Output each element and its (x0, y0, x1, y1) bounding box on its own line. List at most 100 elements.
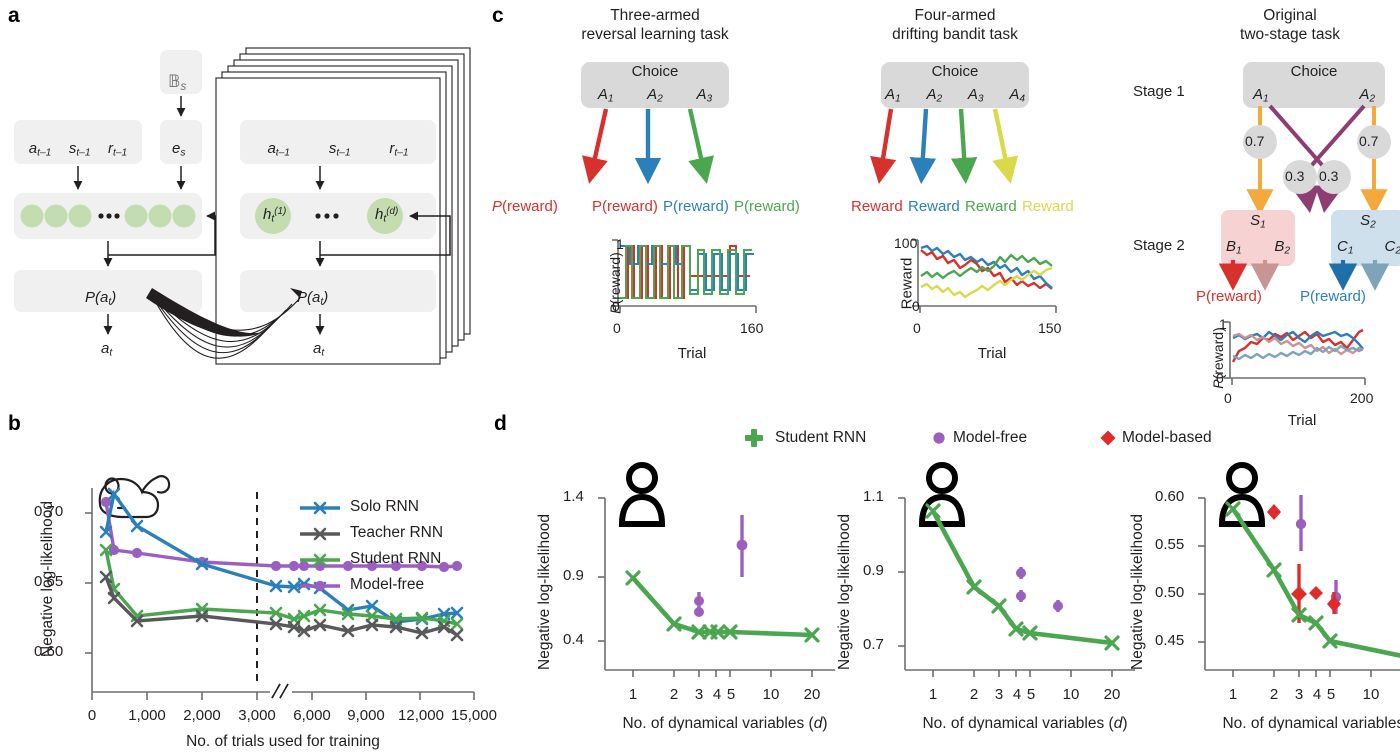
student-input-a: at–1 (267, 140, 290, 159)
d3-xlabel: No. of dynamical variables (d) (1222, 715, 1400, 732)
d1-xtick-1: 1 (628, 686, 638, 703)
legend-marker-model-based (1100, 430, 1116, 446)
task-2-xlabel: Trial (977, 345, 1007, 362)
stage2-S1-actions: B1 B2 (1226, 238, 1290, 257)
d3-ytick-0: 0.60 (1155, 488, 1185, 505)
task-2-outcome-yellow: Reward (1022, 198, 1074, 215)
d2-xtick-2: 2 (969, 686, 979, 703)
d2-ytick-1: 0.9 (863, 562, 884, 579)
d2-xtick-5: 5 (1026, 686, 1036, 703)
legend-label-student-rnn: Student RNN (350, 550, 442, 567)
task-1-ytick-1: 1 (616, 236, 624, 252)
d1-model-free-points (694, 515, 748, 617)
student-action-label: at (313, 340, 325, 359)
panel-b-ytick-0: 0.70 (34, 503, 64, 520)
student-hidden-first-label: ht(1) (263, 206, 287, 225)
d3-model-based-points (1267, 504, 1341, 623)
student-output-label: P(at) (297, 289, 329, 308)
stage-1-label: Stage 1 (1133, 83, 1185, 100)
panel-a-letter: a (8, 4, 20, 27)
d3-ytick-3: 0.45 (1155, 632, 1185, 649)
d1-xtick-20: 20 (803, 686, 821, 703)
student-inputs: at–1 st–1 rt–1 (248, 140, 428, 159)
panel-b-xtick-4: 6,000 (293, 707, 331, 724)
task-3-xtick-200: 200 (1350, 390, 1374, 406)
task-2-title: Four-armed drifting bandit task (892, 7, 1018, 44)
d1-xtick-3: 3 (694, 686, 704, 703)
task-2-xtick-150: 150 (1038, 320, 1062, 336)
task-3-xtick-0: 0 (1224, 390, 1232, 406)
task-3-ylabel: P(reward) (1210, 327, 1226, 389)
task-2-arm-A2: A2 (926, 86, 943, 105)
teacher-hidden-units (20, 204, 196, 228)
d2-ytick-2: 0.7 (863, 636, 884, 653)
legend-marker-model-free (933, 432, 945, 444)
panel-d-legend-label-model-based: Model-based (1122, 429, 1212, 446)
task-2-miniplot (912, 239, 1057, 313)
task-2-arrows (870, 108, 1019, 185)
person-icon (618, 462, 666, 527)
d1-xtick-5: 5 (726, 686, 736, 703)
identity-label: 𝔹s (168, 72, 187, 93)
d2-xlabel: No. of dynamical variables (d) (922, 715, 1128, 732)
action-B1: B1 (1226, 238, 1242, 257)
task-3-stage1-options: A1 A2 (1253, 86, 1375, 105)
task-3-choice-box (1243, 62, 1385, 108)
d2-model-free-points (1016, 567, 1063, 612)
task-2-xtick-0: 0 (913, 320, 921, 336)
panel-d-legend (745, 429, 1116, 447)
d1-xlabel: No. of dynamical variables (d) (622, 715, 828, 732)
task-2-ylabel: Reward (898, 257, 916, 310)
task-1-choice-box (581, 62, 729, 108)
stage2-state-S1-label: S1 (1250, 212, 1266, 231)
action-C1: C1 (1337, 238, 1354, 257)
panel-b-legend (300, 501, 340, 592)
prob-0-7-right: 0.7 (1359, 133, 1379, 149)
panel-b-axes (85, 488, 475, 700)
task-2-arm-A1: A1 (885, 86, 901, 105)
panel-b-ytick-1: 0.65 (34, 573, 64, 590)
panel-b-xtick-5: 9,000 (347, 707, 385, 724)
task-1-ylabel: P(reward) (607, 252, 623, 314)
d3-xtick-2: 2 (1269, 686, 1279, 703)
d3-xtick-4: 4 (1312, 686, 1322, 703)
identity-box (160, 50, 202, 94)
student-hidden-last-label: ht(d) (375, 206, 399, 225)
d3-xtick-3: 3 (1294, 686, 1304, 703)
prob-0-7-left: 0.7 (1245, 133, 1265, 149)
teacher-output-label: P(at) (85, 289, 117, 308)
stage2-S2-actions: C1 C2 (1337, 238, 1400, 257)
task-1-miniplot (612, 239, 757, 313)
prob-0-3-left: 0.3 (1285, 168, 1305, 184)
task-1-arrows (582, 108, 714, 185)
d1-ytick-0: 1.4 (563, 488, 584, 505)
student-input-s: st–1 (328, 140, 351, 159)
d2-xtick-4: 4 (1012, 686, 1022, 703)
panel-d3-chart (1198, 462, 1400, 677)
panel-b-xtick-6: 12,000 (398, 707, 444, 724)
task-2-arms: A1 A2 A3 A4 (885, 86, 1025, 105)
d1-student-rnn-series (625, 570, 820, 643)
legend-label-solo-rnn: Solo RNN (350, 498, 419, 515)
task-1-arm-A3: A3 (696, 86, 713, 105)
task-1-title: Three-armed reversal learning task (581, 7, 729, 44)
panel-b-xtick-2: 2,000 (183, 707, 221, 724)
panel-d2-chart (898, 462, 1135, 677)
panel-d-legend-label-student-rnn: Student RNN (775, 429, 867, 446)
task-2-outcome-green: Reward (965, 198, 1017, 215)
panel-b-ylabel: Negative log-likelihood (39, 501, 56, 657)
task-1-arms: A1 A2 A3 (581, 86, 729, 105)
panel-b-xtick-0: 0 (87, 707, 97, 724)
task-3-outcome-left: P(reward) (1196, 288, 1262, 305)
d2-student-rnn-series (925, 503, 1120, 651)
task-3-option-A2: A2 (1359, 86, 1375, 105)
task-1-outcome-green: P(reward) (734, 198, 800, 215)
action-C2: C2 (1384, 238, 1400, 257)
panel-b-xtick-7: 15,000 (451, 707, 497, 724)
student-input-box (240, 120, 436, 164)
teacher-embed-label: es (172, 140, 186, 159)
task-3-stage2-arrows (1218, 260, 1390, 291)
d2-xtick-3: 3 (994, 686, 1004, 703)
task-3-ytick-1: 1 (1219, 316, 1227, 332)
